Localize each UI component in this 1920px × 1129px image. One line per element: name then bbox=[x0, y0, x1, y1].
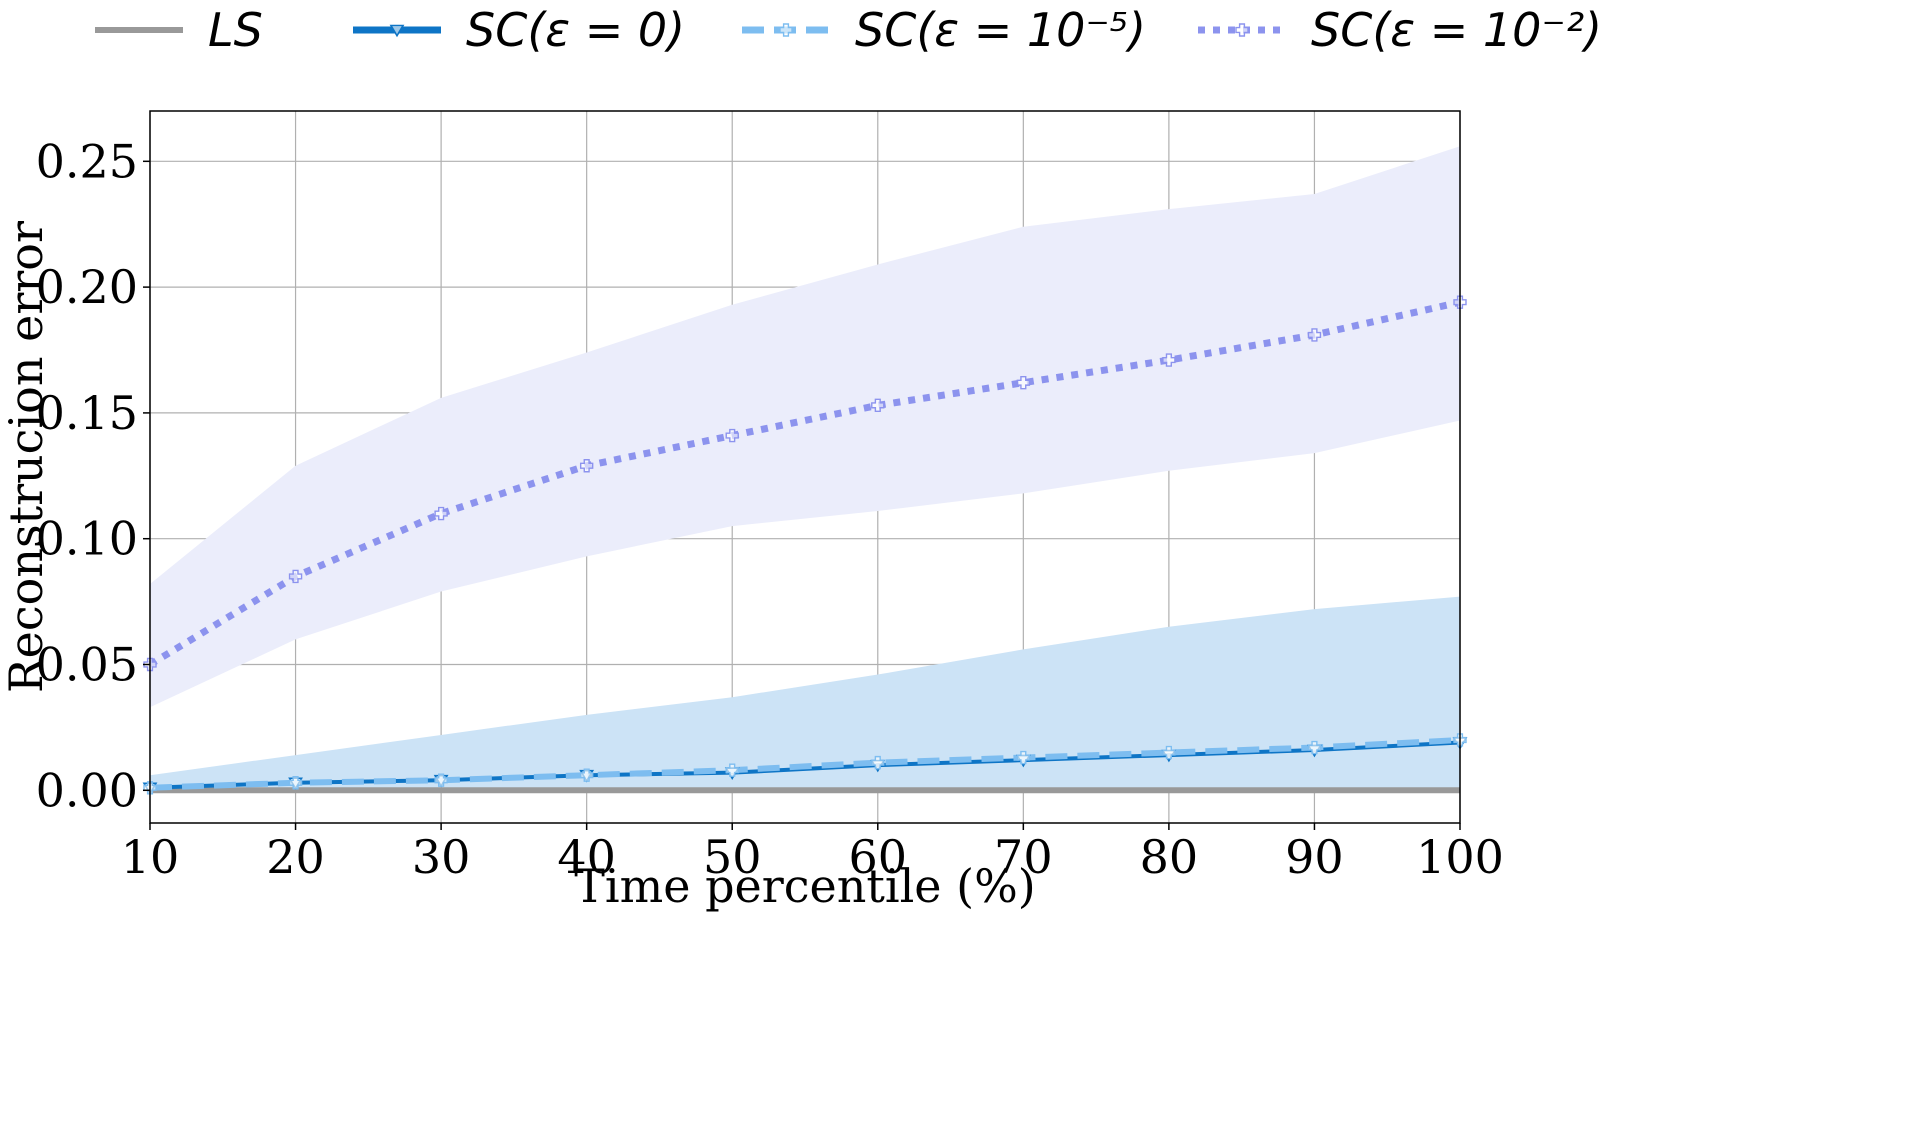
y-tick-label: 0.00 bbox=[36, 763, 138, 817]
x-tick-label: 70 bbox=[994, 830, 1053, 884]
x-tick-label: 80 bbox=[1140, 830, 1199, 884]
data-point-SC(eps=1e-2) bbox=[1307, 328, 1322, 342]
data-point-SC(eps=1e-2) bbox=[579, 459, 594, 473]
data-point-SC(eps=1e-2) bbox=[434, 506, 448, 521]
legend-label: SC(ε = 0) bbox=[466, 3, 685, 57]
y-tick-label: 0.05 bbox=[36, 637, 138, 691]
legend-item-SC(eps=1e-5): SC(ε = 10⁻⁵) bbox=[742, 3, 1146, 57]
band-SC(eps=1e-2) bbox=[150, 146, 1460, 708]
x-tick-label: 50 bbox=[703, 830, 762, 884]
legend-marker bbox=[389, 24, 405, 38]
data-point-SC(eps=1e-5) bbox=[871, 755, 885, 770]
data-point-SC(eps=1e-5) bbox=[288, 776, 303, 790]
data-point-SC(eps=1e-2) bbox=[725, 428, 739, 443]
legend-marker bbox=[779, 23, 793, 37]
y-tick-label: 0.10 bbox=[36, 512, 138, 566]
data-point-SC(eps=1e-5) bbox=[1162, 745, 1176, 760]
legend-item-SC(eps=0): SC(ε = 0) bbox=[353, 3, 685, 57]
y-tick-label: 0.20 bbox=[36, 260, 138, 314]
data-point-SC(eps=1e-5) bbox=[725, 763, 739, 777]
x-tick-label: 100 bbox=[1416, 830, 1504, 884]
legend: LS SC(ε = 0) SC(ε = 10⁻⁵) SC(ε = 10⁻²) bbox=[95, 3, 1602, 57]
y-axis-ticks: 0.00 0.05 0.10 0.15 0.20 0.25 bbox=[36, 134, 150, 817]
series-line-SC(eps=1e-5) bbox=[149, 736, 1461, 791]
x-tick-label: 60 bbox=[849, 830, 908, 884]
series-lines bbox=[148, 298, 1461, 794]
data-point-SC(eps=1e-5) bbox=[579, 768, 594, 782]
x-axis-label: Time percentile (%) bbox=[574, 859, 1035, 913]
plot-frame bbox=[149, 110, 1461, 824]
legend-label: SC(ε = 10⁻²) bbox=[1311, 3, 1602, 57]
data-point-SC(eps=1e-5) bbox=[434, 773, 448, 787]
y-tick-label: 0.15 bbox=[36, 386, 138, 440]
data-point-SC(eps=1e-5) bbox=[1016, 750, 1031, 765]
x-tick-label: 40 bbox=[557, 830, 616, 884]
legend-item-SC(eps=1e-2): SC(ε = 10⁻²) bbox=[1198, 3, 1602, 57]
y-axis-label: Reconstrucion error bbox=[0, 221, 53, 693]
x-tick-label: 10 bbox=[121, 830, 180, 884]
y-tick-label: 0.25 bbox=[36, 134, 138, 188]
x-tick-label: 30 bbox=[412, 830, 471, 884]
legend-label: LS bbox=[208, 3, 263, 57]
data-point-SC(eps=1e-2) bbox=[1016, 376, 1031, 390]
x-tick-label: 90 bbox=[1285, 830, 1344, 884]
x-tick-label: 20 bbox=[266, 830, 325, 884]
legend-label: SC(ε = 10⁻⁵) bbox=[855, 3, 1146, 57]
x-axis-ticks: 10 20 30 40 50 60 70 80 90 100 bbox=[121, 823, 1504, 884]
data-point-SC(eps=1e-5) bbox=[1307, 740, 1322, 755]
confidence-bands bbox=[150, 146, 1460, 791]
data-point-SC(eps=1e-2) bbox=[1162, 353, 1176, 367]
data-point-SC(eps=1e-2) bbox=[288, 569, 303, 584]
legend-marker bbox=[1235, 23, 1249, 37]
band-SC(eps=0) bbox=[150, 596, 1460, 791]
legend-item-LS: LS bbox=[95, 3, 263, 57]
data-point-SC(eps=1e-2) bbox=[871, 398, 885, 413]
